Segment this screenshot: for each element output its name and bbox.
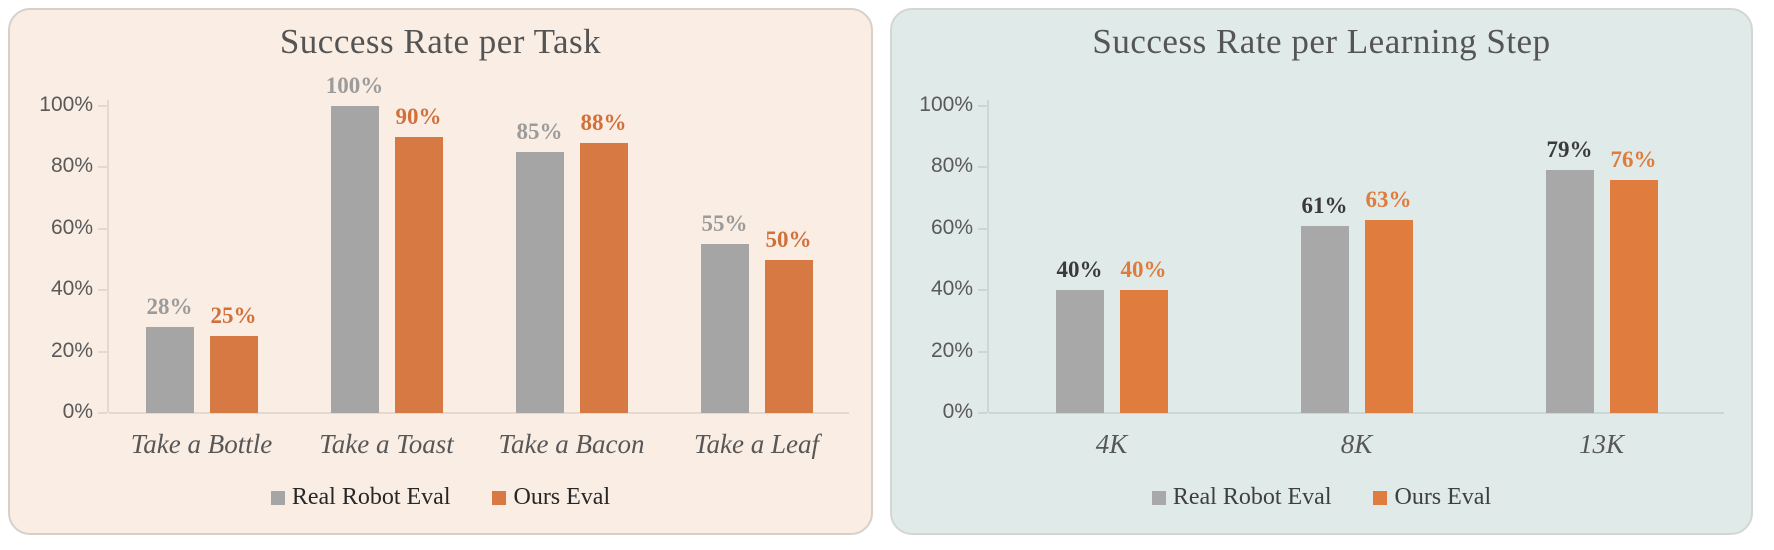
y-axis-tick: [978, 412, 987, 414]
y-axis-tick: [978, 166, 987, 169]
y-axis-tick: [98, 105, 107, 107]
bar-real-robot-eval: [515, 152, 564, 413]
legend-swatch-icon: [1373, 490, 1388, 505]
y-axis-tick-label: 20%: [930, 338, 973, 362]
y-axis-line: [107, 100, 109, 413]
bar-value-label: 85%: [516, 119, 563, 145]
bar-ours-eval: [579, 142, 628, 413]
learning-step-chart-title: Success Rate per Learning Step: [1092, 22, 1551, 61]
bar-value-label: 40%: [1056, 257, 1103, 283]
y-axis-tick: [98, 289, 107, 292]
bar-value-label: 63%: [1365, 186, 1412, 212]
bar-real-robot-eval: [1055, 290, 1104, 413]
bar-real-robot-eval: [1545, 170, 1594, 413]
bar-value-label: 88%: [580, 109, 627, 135]
x-axis-category-label: Take a Toast: [319, 429, 454, 459]
x-axis-line: [989, 412, 1724, 414]
y-axis-line: [987, 100, 989, 413]
bar-value-label: 28%: [146, 294, 193, 320]
legend-item-ours-eval: Ours Eval: [1373, 484, 1491, 511]
task-chart-panel: Success Rate per Task 0% 20% 40% 60% 80% 100%…: [8, 8, 873, 535]
x-axis-category-label: Take a Bacon: [498, 429, 645, 459]
bar-real-robot-eval: [145, 327, 194, 413]
bar-ours-eval: [1364, 219, 1413, 413]
y-axis-tick-label: 80%: [930, 154, 973, 178]
y-axis-tick: [98, 350, 107, 353]
y-axis-tick-label: 60%: [50, 215, 93, 239]
y-axis-tick: [978, 105, 987, 107]
y-axis-tick-label: 0%: [942, 400, 973, 423]
legend-label: Ours Eval: [513, 484, 611, 510]
legend-item-real-robot-eval: Real Robot Eval: [270, 484, 451, 511]
y-axis-tick-label: 100%: [919, 93, 973, 116]
y-axis-tick-label: 80%: [50, 154, 93, 178]
y-axis-tick-label: 40%: [930, 277, 973, 301]
legend-swatch-icon: [492, 490, 507, 505]
bar-ours-eval: [764, 259, 813, 413]
bar-ours-eval: [1609, 179, 1658, 413]
legend-label: Ours Eval: [1394, 484, 1492, 510]
bar-value-label: 55%: [701, 211, 748, 237]
legend-swatch-icon: [270, 490, 285, 505]
bar-ours-eval: [209, 336, 258, 413]
y-axis-tick-label: 0%: [62, 400, 93, 423]
y-axis-tick: [98, 227, 107, 230]
learning-step-chart-panel: Success Rate per Learning Step 0% 20% 40% 6…: [890, 8, 1753, 535]
legend-item-ours-eval: Ours Eval: [492, 484, 610, 511]
legend-label: Real Robot Eval: [1172, 484, 1332, 510]
x-axis-line: [109, 412, 849, 414]
x-axis-category-label: Take a Bottle: [130, 429, 273, 459]
y-axis-tick: [98, 166, 107, 169]
y-axis-tick-label: 60%: [930, 215, 973, 239]
bar-value-label: 76%: [1610, 146, 1657, 172]
bar-value-label: 100%: [325, 73, 384, 98]
x-axis-category-label: Take a Leaf: [693, 429, 819, 459]
bar-real-robot-eval: [700, 244, 749, 413]
y-axis-tick: [978, 350, 987, 353]
task-chart-plot-area: 0% 20% 40% 60% 80% 100% 28% 25% Take a Bottle 100…: [39, 73, 849, 459]
bar-value-label: 25%: [210, 303, 257, 329]
y-axis-tick: [98, 412, 107, 414]
bar-value-label: 40%: [1120, 257, 1167, 283]
legend-label: Real Robot Eval: [291, 484, 451, 510]
task-chart-legend: Real Robot Eval Ours Eval: [10, 484, 871, 511]
y-axis-tick: [978, 227, 987, 230]
bar-value-label: 61%: [1301, 192, 1348, 218]
bar-ours-eval: [1119, 290, 1168, 413]
legend-swatch-icon: [1151, 490, 1166, 505]
bar-value-label: 79%: [1546, 137, 1593, 163]
x-axis-category-label: 8K: [1340, 429, 1373, 459]
x-axis-category-label: 4K: [1095, 429, 1128, 459]
y-axis-tick: [978, 289, 987, 292]
y-axis-tick-label: 100%: [39, 93, 93, 116]
bar-ours-eval: [394, 136, 443, 413]
learning-step-chart-plot-area: 0% 20% 40% 60% 80% 100% 40% 40% 4K 61% 63% 8K 79% 76%…: [919, 93, 1724, 459]
task-chart-title: Success Rate per Task: [279, 22, 602, 61]
y-axis-tick-label: 40%: [50, 277, 93, 301]
legend-item-real-robot-eval: Real Robot Eval: [1151, 484, 1332, 511]
learning-step-chart-legend: Real Robot Eval Ours Eval: [892, 484, 1751, 511]
bar-value-label: 90%: [395, 103, 442, 129]
y-axis-tick-label: 20%: [50, 338, 93, 362]
bar-real-robot-eval: [1300, 225, 1349, 413]
bar-real-robot-eval: [330, 106, 379, 413]
x-axis-category-label: 13K: [1578, 429, 1624, 459]
bar-value-label: 50%: [765, 226, 812, 252]
